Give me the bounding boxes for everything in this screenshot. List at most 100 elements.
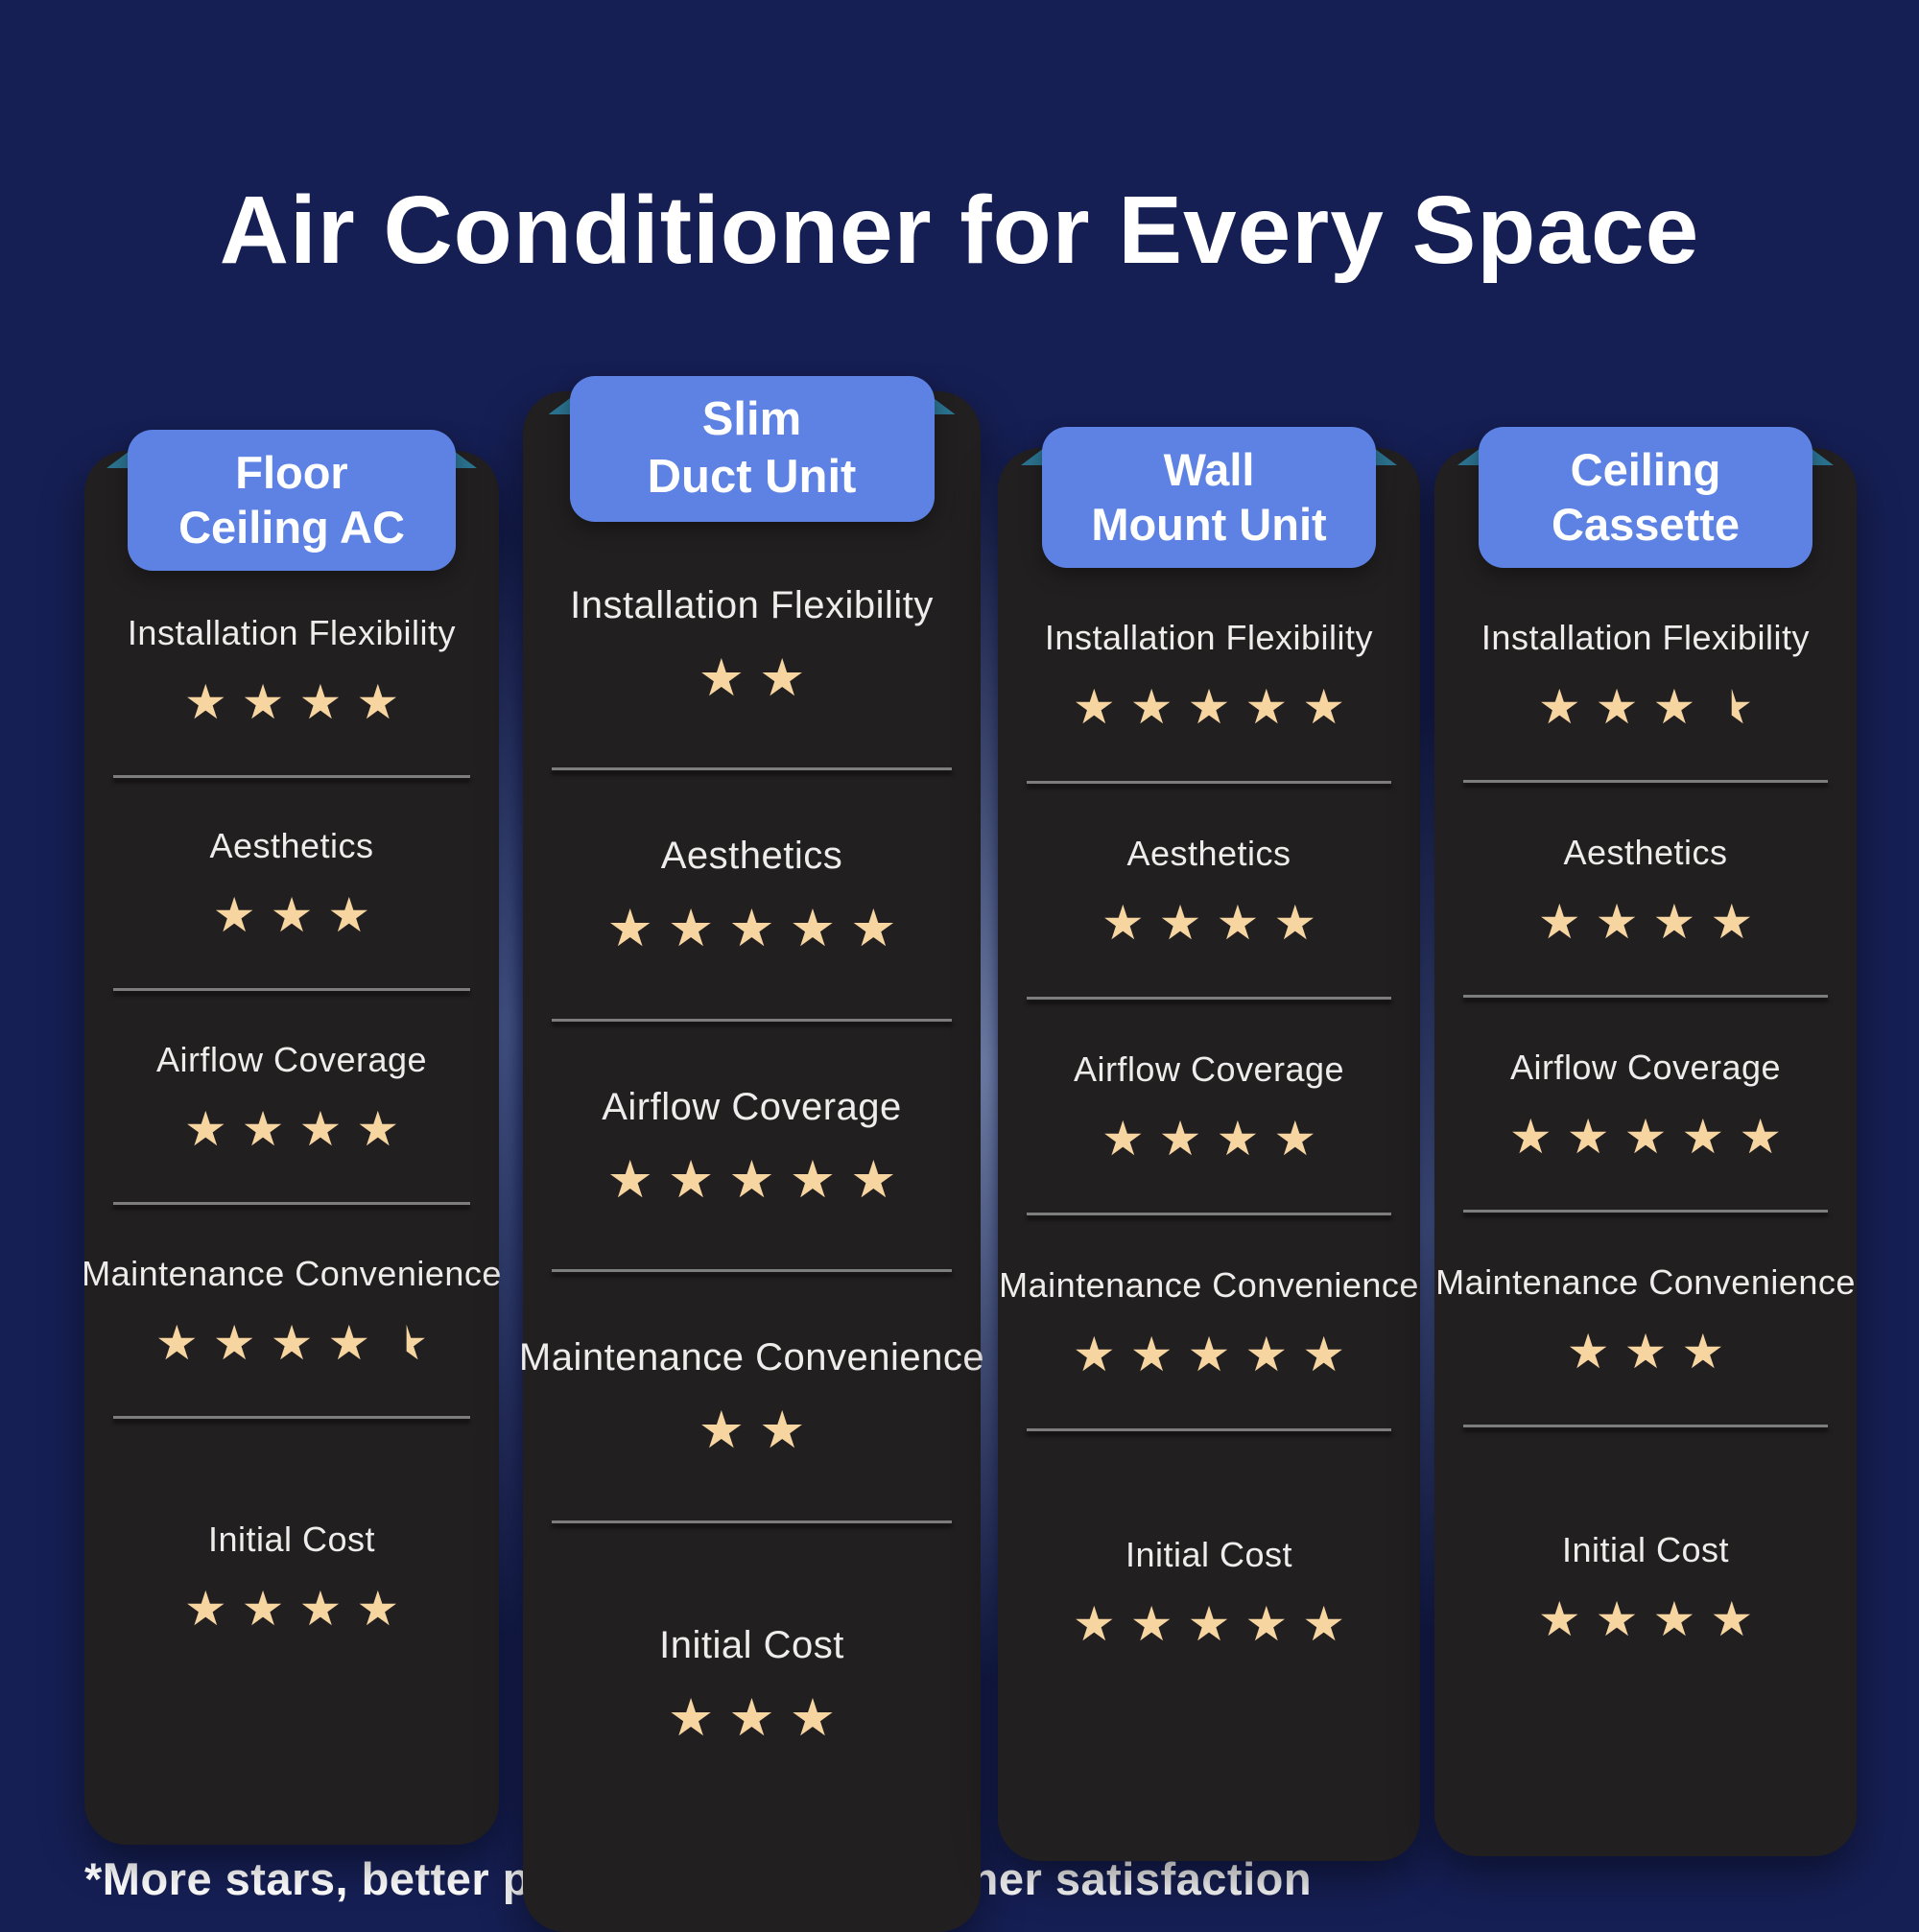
star-icon: ★	[1216, 896, 1260, 950]
unit-card-floor-ceiling-ac: Floor Ceiling AC Installation Flexibility ★…	[82, 430, 501, 1845]
unit-header-badge: Ceiling Cassette	[1479, 427, 1812, 568]
half-star-icon: ★	[1710, 679, 1754, 734]
row-divider	[1463, 780, 1828, 784]
star-icon: ★	[356, 674, 400, 729]
star-icon: ★	[1537, 894, 1581, 949]
star-icon: ★	[356, 1102, 400, 1157]
unit-header-line: Mount Unit	[1091, 499, 1327, 551]
star-icon: ★	[241, 674, 285, 729]
star-icon: ★	[327, 888, 371, 943]
star-icon: ★	[1566, 1324, 1610, 1378]
rating-row: Airflow Coverage ★ ★ ★ ★	[998, 1000, 1420, 1213]
rating-row: Airflow Coverage ★ ★ ★ ★ ★	[1434, 998, 1857, 1210]
star-icon: ★	[850, 1150, 897, 1209]
star-icon: ★	[728, 1150, 775, 1209]
star-icon: ★	[1508, 1109, 1552, 1164]
star-rating: ★ ★ ★ ★ ★	[1073, 1331, 1345, 1378]
unit-header-line: Slim	[701, 393, 802, 445]
star-icon: ★	[1187, 1328, 1231, 1381]
row-divider	[1027, 1213, 1391, 1215]
star-rating: ★ ★ ★	[1567, 1328, 1724, 1376]
star-icon: ★	[298, 1102, 343, 1157]
unit-card-wall-mount-unit: Wall Mount Unit Installation Flexibility ★ ★…	[998, 427, 1420, 1861]
star-icon: ★	[270, 888, 314, 943]
unit-header-badge: Wall Mount Unit	[1042, 427, 1376, 568]
star-icon: ★	[356, 1582, 400, 1637]
star-icon: ★	[1072, 1596, 1116, 1651]
unit-header-line: Cassette	[1552, 499, 1740, 551]
star-icon: ★	[1101, 1112, 1145, 1166]
row-divider	[113, 774, 470, 778]
star-rating: ★ ★ ★ ★	[184, 1105, 399, 1153]
star-icon: ★	[212, 1315, 256, 1370]
rating-row: Maintenance Convenience ★ ★	[519, 1272, 984, 1520]
star-icon: ★	[1187, 680, 1231, 734]
star-icon: ★	[1537, 1592, 1581, 1647]
star-icon: ★	[698, 1402, 745, 1460]
star-icon: ★	[1302, 680, 1346, 734]
unit-header-badge: Slim Duct Unit	[569, 376, 935, 522]
rating-row: Initial Cost ★ ★ ★ ★	[1434, 1427, 1857, 1746]
star-icon: ★	[1129, 1596, 1173, 1651]
star-icon: ★	[728, 900, 775, 958]
row-divider	[113, 1415, 470, 1419]
rating-row: Installation Flexibility ★ ★ ★ ★	[1434, 568, 1857, 780]
rating-row: Initial Cost ★ ★ ★ ★ ★	[998, 1431, 1420, 1751]
star-icon: ★	[241, 1582, 285, 1637]
rating-label: Installation Flexibility	[1481, 617, 1811, 657]
star-rating: ★ ★ ★ ★ ★	[1073, 683, 1345, 731]
page-title: Air Conditioner for Every Space	[219, 177, 1700, 284]
star-icon: ★	[1216, 1112, 1260, 1166]
star-icon: ★	[667, 1150, 715, 1209]
unit-card-slim-duct-unit: Slim Duct Unit Installation Flexibility ★ ★ A…	[519, 376, 984, 1932]
star-rating: ★ ★ ★ ★	[1538, 683, 1753, 731]
star-rating: ★ ★ ★ ★ ★	[606, 903, 896, 954]
star-icon: ★	[667, 900, 715, 958]
star-icon: ★	[1623, 1324, 1668, 1378]
row-divider	[552, 767, 952, 771]
star-icon: ★	[1129, 680, 1173, 734]
star-icon: ★	[667, 1689, 715, 1748]
star-icon: ★	[241, 1102, 285, 1157]
star-icon: ★	[1710, 1592, 1754, 1647]
star-icon: ★	[1187, 1596, 1231, 1651]
star-icon: ★	[1244, 1328, 1289, 1381]
rating-row: Initial Cost ★ ★ ★ ★	[84, 1419, 499, 1734]
star-rating: ★ ★ ★ ★	[1538, 1595, 1753, 1643]
rating-row: Maintenance Convenience ★ ★ ★ ★ ★	[82, 1205, 501, 1416]
star-rating: ★ ★ ★ ★ ★	[1073, 1600, 1345, 1648]
star-icon: ★	[1681, 1109, 1725, 1164]
rating-label: Maintenance Convenience	[1435, 1261, 1856, 1302]
rating-label: Airflow Coverage	[602, 1085, 902, 1128]
row-divider	[1463, 1425, 1828, 1428]
rating-row: Installation Flexibility ★ ★	[523, 520, 981, 767]
rating-row: Initial Cost ★ ★ ★	[523, 1523, 981, 1846]
rating-label: Maintenance Convenience	[518, 1336, 985, 1379]
row-divider	[113, 1201, 470, 1205]
rating-label: Installation Flexibility	[1044, 618, 1374, 657]
rating-row: Aesthetics ★ ★ ★ ★ ★	[523, 770, 981, 1018]
star-icon: ★	[1101, 896, 1145, 950]
star-icon: ★	[1595, 894, 1639, 949]
rating-row: Installation Flexibility ★ ★ ★ ★	[84, 564, 499, 775]
rating-row: Maintenance Convenience ★ ★ ★ ★ ★	[998, 1215, 1420, 1428]
rating-label: Initial Cost	[1125, 1534, 1293, 1574]
star-rating: ★ ★	[699, 652, 806, 704]
star-rating: ★ ★ ★ ★	[184, 1585, 399, 1633]
star-icon: ★	[212, 888, 256, 943]
rating-label: Initial Cost	[659, 1624, 844, 1667]
unit-card-ceiling-cassette: Ceiling Cassette Installation Flexibility ★…	[1434, 427, 1857, 1856]
star-icon: ★	[789, 1150, 837, 1209]
star-icon: ★	[1595, 679, 1639, 734]
star-icon: ★	[606, 900, 653, 958]
star-icon: ★	[1681, 1324, 1725, 1378]
rating-label: Aesthetics	[209, 826, 374, 866]
star-icon: ★	[1623, 1109, 1668, 1164]
row-divider	[552, 1520, 952, 1523]
rating-row: Aesthetics ★ ★ ★	[84, 778, 499, 989]
rating-label: Airflow Coverage	[155, 1040, 428, 1080]
rating-label: Installation Flexibility	[570, 583, 934, 626]
star-icon: ★	[1244, 1596, 1289, 1651]
star-icon: ★	[183, 1582, 227, 1637]
star-rating: ★ ★ ★	[213, 891, 370, 939]
